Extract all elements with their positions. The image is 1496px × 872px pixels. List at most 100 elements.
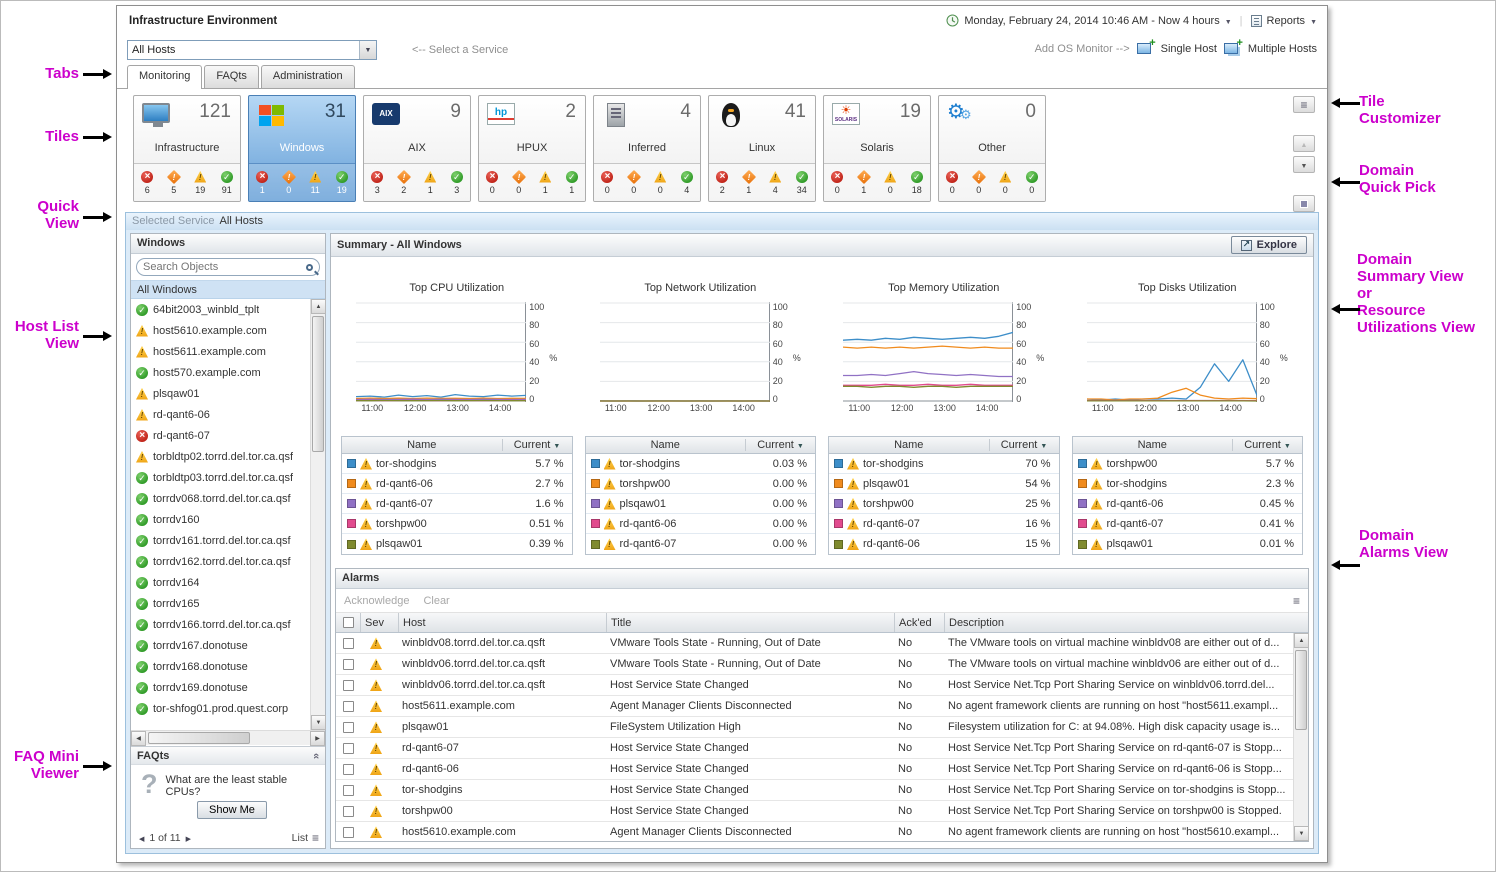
reports-menu[interactable]: Reports <box>1266 14 1306 27</box>
legend-row[interactable]: rd-qant6-06 15 % <box>829 534 1059 554</box>
alarm-checkbox[interactable] <box>342 700 354 712</box>
os-domain-tile[interactable]: 41 Linux 2 1 4 34 <box>708 95 816 202</box>
alarm-checkbox[interactable] <box>342 826 354 838</box>
host-group-all-windows[interactable]: All Windows <box>131 280 325 299</box>
legend-row[interactable]: rd-qant6-07 1.6 % <box>342 494 572 514</box>
column-header-current[interactable]: Current <box>988 439 1059 451</box>
alarm-row[interactable]: torshpw00 Host Service State Changed No … <box>336 801 1293 822</box>
tile-customizer-button[interactable] <box>1293 96 1315 113</box>
legend-row[interactable]: tor-shodgins 0.03 % <box>585 454 815 474</box>
scroll-right-button[interactable] <box>310 731 325 746</box>
column-header-description[interactable]: Description <box>944 613 1308 632</box>
alarm-row[interactable]: rd-qant6-06 Host Service State Changed N… <box>336 759 1293 780</box>
service-selector-dropdown-icon[interactable] <box>359 41 376 59</box>
column-header-current[interactable]: Current <box>1232 439 1302 451</box>
pager-next-icon[interactable]: ▶ <box>185 836 191 843</box>
host-list-item[interactable]: torrdv068.torrd.del.tor.ca.qsf <box>131 488 310 509</box>
os-domain-tile[interactable]: 2 HPUX 0 0 1 1 <box>478 95 586 202</box>
alarm-checkbox[interactable] <box>342 784 354 796</box>
host-list-item[interactable]: torrdv162.torrd.del.tor.ca.qsf <box>131 551 310 572</box>
legend-row[interactable]: plsqaw01 0.01 % <box>1072 534 1302 554</box>
scrollbar-thumb[interactable] <box>148 732 250 744</box>
tab[interactable]: FAQts <box>204 65 259 88</box>
legend-row[interactable]: torshpw00 5.7 % <box>1072 454 1302 474</box>
cpu-chart-plot[interactable] <box>356 302 527 402</box>
faq-list-label[interactable]: List <box>291 832 308 844</box>
show-me-button[interactable]: Show Me <box>197 801 267 819</box>
host-list-item[interactable]: rd-qant6-07 <box>131 425 310 446</box>
os-domain-tile[interactable]: 19 Solaris 0 1 0 18 <box>823 95 931 202</box>
alarm-checkbox[interactable] <box>342 721 354 733</box>
legend-row[interactable]: rd-qant6-06 2.7 % <box>342 474 572 494</box>
service-selector[interactable]: All Hosts <box>127 40 377 60</box>
alarm-row[interactable]: host5610.example.com Agent Manager Clien… <box>336 822 1293 841</box>
host-list-item[interactable]: torrdv160 <box>131 509 310 530</box>
legend-row[interactable]: torshpw00 0.51 % <box>342 514 572 534</box>
legend-row[interactable]: rd-qant6-06 0.00 % <box>585 514 815 534</box>
legend-row[interactable]: plsqaw01 0.00 % <box>585 494 815 514</box>
scroll-down-button[interactable] <box>1294 826 1309 841</box>
column-header-name[interactable]: Name <box>894 439 924 451</box>
tiles-scroll-up-button[interactable] <box>1293 135 1315 152</box>
legend-row[interactable]: tor-shodgins 2.3 % <box>1072 474 1302 494</box>
alarm-row[interactable]: rd-qant6-07 Host Service State Changed N… <box>336 738 1293 759</box>
multiple-hosts-button[interactable]: Multiple Hosts <box>1247 43 1317 55</box>
acknowledge-button[interactable]: Acknowledge <box>344 594 410 607</box>
legend-row[interactable]: rd-qant6-07 16 % <box>829 514 1059 534</box>
scroll-up-button[interactable] <box>311 299 326 314</box>
legend-row[interactable]: rd-qant6-07 0.00 % <box>585 534 815 554</box>
alarm-row[interactable]: winbldv08.torrd.del.tor.ca.qsft VMware T… <box>336 633 1293 654</box>
legend-row[interactable]: torshpw00 0.00 % <box>585 474 815 494</box>
disks-chart-plot[interactable] <box>1086 302 1257 402</box>
os-domain-tile[interactable]: 4 Inferred 0 0 0 4 <box>593 95 701 202</box>
os-domain-tile[interactable]: 121 Infrastructure 6 5 19 91 <box>133 95 241 202</box>
network-chart-plot[interactable] <box>599 302 770 402</box>
legend-row[interactable]: plsqaw01 0.39 % <box>342 534 572 554</box>
column-header-sev[interactable]: Sev <box>360 613 398 632</box>
alarm-checkbox[interactable] <box>342 805 354 817</box>
memory-chart-plot[interactable] <box>843 302 1014 402</box>
scroll-down-button[interactable] <box>311 715 326 730</box>
tab[interactable]: Monitoring <box>127 65 203 89</box>
host-list-item[interactable]: torrdv167.donotuse <box>131 635 310 656</box>
collapse-icon[interactable]: « <box>309 752 322 759</box>
host-list-item[interactable]: host5611.example.com <box>131 341 310 362</box>
column-header-acked[interactable]: Ack'ed <box>894 613 944 632</box>
list-icon[interactable] <box>312 831 319 845</box>
alarm-row[interactable]: winbldv06.torrd.del.tor.ca.qsft VMware T… <box>336 654 1293 675</box>
table-options-icon[interactable] <box>1293 594 1300 608</box>
column-header-name[interactable]: Name <box>650 439 680 451</box>
legend-row[interactable]: plsqaw01 54 % <box>829 474 1059 494</box>
scrollbar-thumb[interactable] <box>312 316 324 453</box>
column-header-current[interactable]: Current <box>501 439 572 451</box>
alarm-row[interactable]: host5611.example.com Agent Manager Clien… <box>336 696 1293 717</box>
legend-row[interactable]: rd-qant6-06 0.45 % <box>1072 494 1302 514</box>
alarm-checkbox[interactable] <box>342 763 354 775</box>
alarms-vertical-scrollbar[interactable] <box>1293 633 1309 841</box>
host-list-vertical-scrollbar[interactable] <box>310 299 326 730</box>
tiles-scroll-down-button[interactable] <box>1293 156 1315 173</box>
pager-previous-icon[interactable]: ◀ <box>139 836 145 843</box>
search-icon[interactable] <box>306 263 313 271</box>
column-header-title[interactable]: Title <box>606 613 894 632</box>
legend-row[interactable]: torshpw00 25 % <box>829 494 1059 514</box>
alarm-checkbox[interactable] <box>342 658 354 670</box>
column-header-host[interactable]: Host <box>398 613 606 632</box>
alarm-checkbox[interactable] <box>342 637 354 649</box>
single-host-button[interactable]: Single Host <box>1160 43 1217 55</box>
host-list-item[interactable]: torrdv169.donotuse <box>131 677 310 698</box>
legend-row[interactable]: tor-shodgins 70 % <box>829 454 1059 474</box>
reports-dropdown-icon[interactable] <box>1310 15 1317 27</box>
host-list-item[interactable]: torbldtp03.torrd.del.tor.ca.qsf <box>131 467 310 488</box>
alarm-checkbox[interactable] <box>342 742 354 754</box>
host-list-item[interactable]: host570.example.com <box>131 362 310 383</box>
scroll-up-button[interactable] <box>1294 633 1309 648</box>
search-input[interactable] <box>143 261 306 273</box>
alarm-row[interactable]: tor-shodgins Host Service State Changed … <box>336 780 1293 801</box>
explore-button[interactable]: Explore <box>1230 236 1307 254</box>
host-list-item[interactable]: torrdv168.donotuse <box>131 656 310 677</box>
host-list-item[interactable]: rd-qant6-06 <box>131 404 310 425</box>
scroll-left-button[interactable] <box>131 731 146 746</box>
scrollbar-thumb[interactable] <box>1295 650 1307 731</box>
tab[interactable]: Administration <box>260 65 355 88</box>
